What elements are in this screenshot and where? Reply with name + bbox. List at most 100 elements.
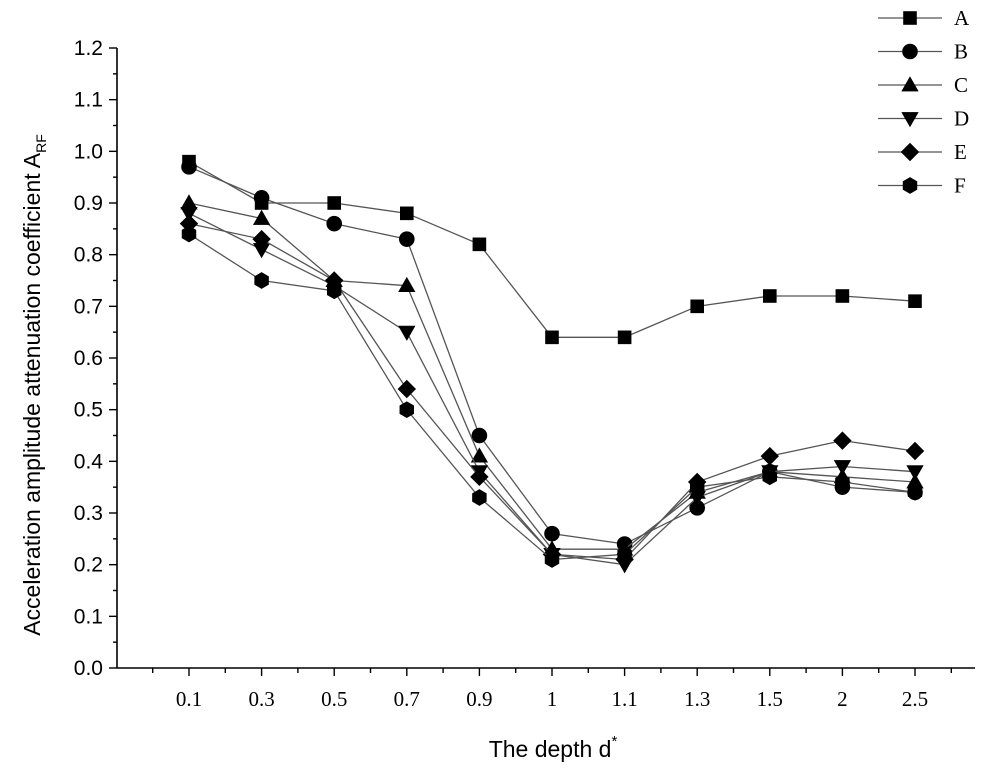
series-d-point xyxy=(398,325,416,341)
x-axis-title: The depth d* xyxy=(489,733,618,762)
x-tick-label: 0.3 xyxy=(248,687,274,711)
x-tick-label: 1.3 xyxy=(684,687,710,711)
series-a-point xyxy=(908,294,922,308)
legend-item-a: A xyxy=(878,6,970,30)
series-e-point xyxy=(760,446,779,466)
series-c-line xyxy=(188,202,916,550)
series-e-point xyxy=(905,441,925,461)
legend-item-b: B xyxy=(878,40,968,64)
series-f-line xyxy=(188,233,916,561)
series-e xyxy=(179,214,925,569)
x-tick-label: 1.1 xyxy=(611,687,637,711)
series-e-point xyxy=(252,229,271,249)
y-tick-label: 0.6 xyxy=(74,347,103,370)
series-f-point xyxy=(399,401,415,419)
x-tick-label: 0.5 xyxy=(321,687,347,711)
series-f-point xyxy=(254,272,269,289)
y-tick-label: 0.7 xyxy=(74,295,103,318)
series-a-point xyxy=(545,330,559,345)
series-f-point xyxy=(472,489,487,506)
series-f-point xyxy=(326,282,342,300)
series-e-point xyxy=(470,467,489,487)
y-tick-label: 0.0 xyxy=(74,657,103,680)
series-f xyxy=(181,225,923,568)
series-c-point xyxy=(398,276,416,293)
series-c-point xyxy=(470,447,489,463)
series-f-point xyxy=(617,545,632,563)
series-b xyxy=(181,159,923,552)
y-tick-label: 0.2 xyxy=(74,554,103,577)
y-tick-label: 0.4 xyxy=(74,450,104,473)
axes: 0.0 0.1 0.2 0.3 0.4 0.5 0.6 0.7 0.8 0.9 1.0 1.1 1.2 0… xyxy=(74,37,975,711)
legend-marker-c xyxy=(901,76,919,92)
series-e-point xyxy=(397,379,416,399)
series-d-line xyxy=(188,212,916,566)
y-tick-label: 0.3 xyxy=(74,502,103,525)
series-f-point xyxy=(762,468,778,486)
legend-label-c: C xyxy=(954,73,968,97)
series-d xyxy=(180,206,924,574)
series-d-point xyxy=(906,465,924,481)
legend-label-e: E xyxy=(954,140,967,164)
series-b-point xyxy=(253,190,270,206)
series-a-point xyxy=(762,289,777,303)
series-a-point xyxy=(617,330,632,345)
series-a-point xyxy=(472,237,487,252)
legend-item-e: E xyxy=(878,140,967,164)
series-b-point xyxy=(181,159,197,175)
legend-item-f: F xyxy=(878,174,966,198)
x-axis-title-main: The depth d xyxy=(489,736,612,762)
series-f-point xyxy=(181,225,197,243)
series-b-point xyxy=(326,215,343,232)
x-tick-label: 2.5 xyxy=(902,687,928,711)
series-a-point xyxy=(690,299,705,314)
x-axis-title-superscript: * xyxy=(611,733,617,750)
y-tick-label: 1.1 xyxy=(74,89,103,112)
legend-marker-d xyxy=(901,112,919,128)
y-tick-label: 0.8 xyxy=(74,244,103,267)
series-f-point xyxy=(689,478,705,496)
series-b-point xyxy=(471,427,488,444)
legend-label-d: D xyxy=(954,107,969,131)
legend-item-c: C xyxy=(878,73,968,97)
x-tick-label: 1 xyxy=(547,687,558,711)
x-tick-label: 2 xyxy=(837,687,848,711)
legend-marker-b xyxy=(902,43,918,60)
y-tick-label: 1.0 xyxy=(74,140,103,163)
series-b-line xyxy=(188,166,916,545)
series-c xyxy=(180,194,924,556)
series-c-point xyxy=(252,209,271,225)
series-e-line xyxy=(188,223,916,561)
y-axis-title-subscript: RF xyxy=(33,134,49,153)
series-a-point xyxy=(327,196,342,210)
legend-label-a: A xyxy=(954,6,970,30)
legend-label-f: F xyxy=(954,174,966,198)
x-tick-label: 1.5 xyxy=(757,687,783,711)
series-a-point xyxy=(399,206,414,221)
y-axis-title-main: Acceleration amplitude attenuation coeff… xyxy=(19,152,45,636)
x-tick-label: 0.1 xyxy=(176,687,202,711)
y-axis-title: Acceleration amplitude attenuation coeff… xyxy=(19,134,49,636)
y-tick-label: 0.5 xyxy=(74,399,103,422)
series-b-point xyxy=(398,231,415,247)
series-d-point xyxy=(833,460,852,476)
x-tick-label: 0.7 xyxy=(394,687,420,711)
svg-text:Acceleration amplitude attenua: Acceleration amplitude attenuation coeff… xyxy=(19,134,49,636)
legend-marker-a xyxy=(903,11,917,25)
series-d-point xyxy=(180,206,198,223)
series-e-point xyxy=(833,431,852,450)
series-a xyxy=(182,154,922,345)
series-f-point xyxy=(907,483,923,501)
series-a-point xyxy=(835,289,850,303)
series-f-point xyxy=(835,473,850,491)
x-tick-label: 0.9 xyxy=(466,687,492,711)
legend-marker-f xyxy=(902,177,918,194)
series-f-point xyxy=(544,551,560,568)
legend-label-b: B xyxy=(954,40,968,64)
series-layer xyxy=(179,154,925,574)
legend-marker-e xyxy=(900,142,920,162)
series-b-point xyxy=(544,525,560,542)
y-tick-label: 1.2 xyxy=(74,37,103,60)
